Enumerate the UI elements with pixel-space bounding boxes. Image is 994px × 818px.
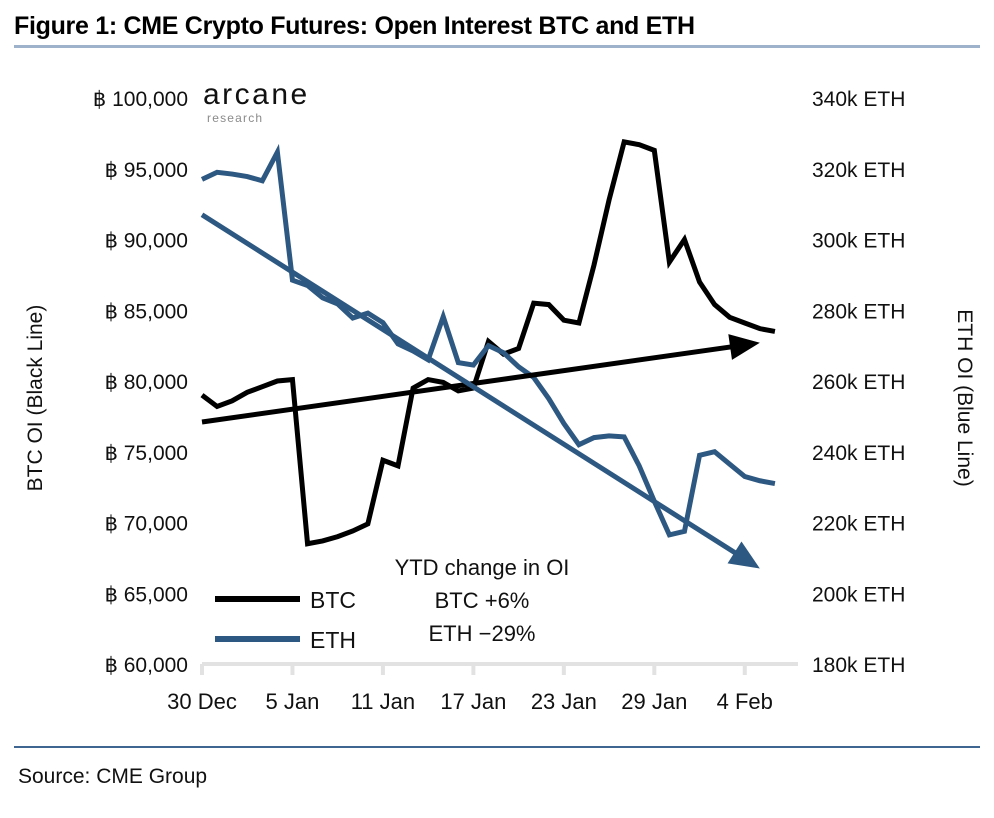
x-tick-label: 17 Jan (440, 689, 506, 714)
series-line-eth (200, 143, 776, 538)
x-tick-label: 11 Jan (351, 689, 415, 714)
annotation-eth-change: ETH −29% (429, 621, 536, 646)
left-tick-label: ฿ 100,000 (93, 88, 188, 111)
right-tick-label: 220k ETH (812, 513, 905, 536)
left-tick-label: ฿ 85,000 (105, 300, 188, 323)
line-chart-svg: ฿ 100,000 ฿ 95,000 ฿ 90,000 ฿ 85,000 ฿ 80,00… (24, 78, 976, 714)
trend-line-eth (200, 212, 741, 558)
x-tick-label: 23 Jan (531, 689, 597, 714)
source-divider (14, 746, 980, 748)
right-tick-label: 240k ETH (812, 442, 905, 465)
left-tick-label: ฿ 95,000 (105, 159, 188, 182)
right-axis-tick-labels: 340k ETH 320k ETH 300k ETH 280k ETH 260k ETH… (812, 88, 905, 677)
y-axis-left-title: BTC OI (Black Line) (24, 305, 47, 492)
left-tick-label: ฿ 75,000 (105, 442, 188, 465)
x-tick-label: 30 Dec (167, 689, 237, 714)
left-tick-label: ฿ 70,000 (105, 513, 188, 536)
right-tick-label: 320k ETH (812, 159, 905, 182)
figure-title: Figure 1: CME Crypto Futures: Open Inter… (14, 12, 695, 40)
ytd-change-annotation: YTD change in OI BTC +6% ETH −29% (395, 555, 570, 646)
right-tick-label: 260k ETH (812, 371, 905, 394)
left-tick-label: ฿ 65,000 (105, 583, 188, 606)
chart-legend: BTC ETH (215, 587, 356, 653)
arcane-research-logo: arcane research (203, 78, 310, 125)
brand-tagline: research (207, 111, 263, 125)
legend-label-eth: ETH (310, 627, 356, 653)
right-tick-label: 340k ETH (812, 88, 905, 111)
chart-plot-area: ฿ 100,000 ฿ 95,000 ฿ 90,000 ฿ 85,000 ฿ 80,00… (0, 52, 994, 742)
series-lines (200, 138, 776, 547)
right-tick-label: 180k ETH (812, 654, 905, 677)
x-tick-label: 29 Jan (621, 689, 687, 714)
trend-arrowhead-btc (728, 334, 760, 360)
trend-lines (200, 212, 760, 569)
brand-name: arcane (203, 78, 310, 111)
series-line-btc (200, 138, 776, 547)
legend-label-btc: BTC (310, 587, 356, 613)
x-tick-label: 4 Feb (717, 689, 773, 714)
x-axis-tick-labels: 30 Dec 5 Jan 11 Jan 17 Jan 23 Jan 29 Jan 4 Feb (167, 689, 773, 714)
left-tick-label: ฿ 60,000 (105, 654, 188, 677)
x-tick-label: 5 Jan (266, 689, 320, 714)
left-tick-label: ฿ 80,000 (105, 371, 188, 394)
trend-arrowhead-eth (727, 541, 760, 569)
left-axis-tick-labels: ฿ 100,000 ฿ 95,000 ฿ 90,000 ฿ 85,000 ฿ 80,00… (93, 88, 188, 677)
right-tick-label: 280k ETH (812, 300, 905, 323)
annotation-btc-change: BTC +6% (435, 588, 530, 613)
annotation-heading: YTD change in OI (395, 555, 570, 580)
left-tick-label: ฿ 90,000 (105, 230, 188, 253)
source-note: Source: CME Group (18, 765, 208, 788)
right-tick-label: 200k ETH (812, 583, 905, 606)
title-divider (14, 45, 980, 48)
y-axis-right-title: ETH OI (Blue Line) (953, 309, 976, 486)
right-tick-label: 300k ETH (812, 230, 905, 253)
x-axis-baseline (200, 662, 798, 675)
